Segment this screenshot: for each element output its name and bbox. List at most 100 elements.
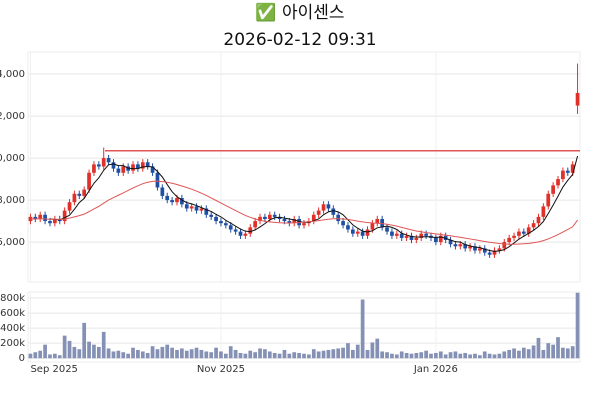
volume-panel — [27, 291, 581, 363]
candle-body — [360, 231, 365, 236]
volume-bar — [194, 347, 199, 359]
candle-body — [209, 214, 214, 217]
candle-body — [160, 187, 165, 196]
volume-bar — [507, 349, 512, 359]
volume-bar — [43, 344, 47, 359]
volume-bar — [253, 352, 258, 359]
volume-bar — [189, 349, 194, 359]
volume-bar — [419, 352, 424, 359]
volume-bar — [561, 347, 565, 359]
volume-bar — [184, 350, 189, 359]
candle-body — [512, 235, 516, 238]
y-tick-label: 600k — [0, 308, 25, 319]
candle-body — [326, 204, 331, 209]
volume-bar — [287, 353, 292, 359]
candle-body — [311, 214, 316, 222]
candle-body — [414, 237, 419, 240]
candle-body — [253, 221, 258, 228]
candle-body — [350, 229, 355, 234]
candle-body — [385, 227, 389, 232]
candle-body — [43, 214, 47, 222]
candle-body — [272, 214, 277, 217]
volume-bar — [62, 335, 67, 359]
candle-body — [561, 170, 565, 180]
candle-body — [346, 225, 350, 230]
candle-body — [214, 216, 218, 222]
candle-body — [140, 162, 145, 169]
y-tick-label: 18,000 — [0, 195, 25, 206]
volume-bar — [57, 355, 62, 359]
candle-body — [526, 227, 531, 234]
candle-body — [478, 248, 482, 251]
volume-bar — [365, 349, 370, 359]
volume-bar — [87, 341, 91, 359]
x-tick-label: Jan 2026 — [413, 364, 458, 375]
candle-body — [53, 218, 57, 224]
y-tick-label: 800k — [0, 293, 25, 304]
candle-body — [199, 208, 204, 211]
volume-bar — [160, 346, 165, 359]
y-tick-label: 16,000 — [0, 237, 25, 248]
volume-bar — [204, 351, 209, 359]
volume-bar — [219, 351, 223, 359]
volume-bar — [497, 353, 502, 359]
volume-bar — [272, 352, 277, 359]
volume-bar — [517, 350, 521, 359]
volume-bar — [385, 352, 389, 359]
candle-body — [150, 166, 155, 173]
candle-body — [72, 193, 77, 203]
volume-bar — [331, 349, 336, 359]
volume-bar — [111, 351, 116, 359]
volume-bar — [214, 347, 218, 359]
volume-bar — [565, 348, 570, 359]
volume-bar — [238, 352, 243, 359]
candle-body — [375, 218, 380, 224]
volume-bar — [546, 343, 551, 359]
candle-body — [292, 218, 297, 224]
volume-bar — [551, 344, 555, 359]
volume-bar — [468, 354, 472, 359]
volume-bar — [292, 352, 297, 359]
candle-body — [155, 172, 160, 188]
candle-body — [87, 172, 91, 190]
candle-body — [287, 221, 292, 224]
volume-bar — [409, 353, 414, 359]
candle-body — [473, 246, 477, 251]
volume-bar — [48, 354, 52, 359]
candle-body — [355, 231, 360, 234]
candle-body — [258, 216, 262, 222]
candle-body — [67, 202, 72, 211]
y-tick-label: 24,000 — [0, 69, 25, 80]
volume-bar — [116, 350, 121, 359]
candle-body — [536, 216, 541, 224]
volume-bar — [512, 348, 516, 359]
candle-body — [238, 231, 243, 236]
volume-bar — [180, 348, 184, 359]
candle-body — [321, 204, 326, 211]
volume-bar — [463, 352, 468, 359]
candle-body — [96, 164, 101, 167]
candle-body — [331, 208, 336, 215]
candle-body — [434, 237, 438, 243]
candle-body — [48, 221, 52, 224]
candle-body — [458, 244, 463, 247]
candle-body — [111, 162, 116, 169]
candle-body — [243, 233, 248, 236]
volume-bar — [121, 352, 126, 359]
candle-body — [570, 164, 575, 173]
volume-bar — [126, 353, 130, 359]
volume-bar — [28, 353, 33, 359]
volume-bar — [355, 344, 360, 359]
candle-body — [223, 223, 228, 226]
candle-body — [365, 229, 370, 236]
volume-bar — [438, 351, 443, 359]
candle-body — [194, 206, 199, 211]
candle-body — [165, 195, 170, 201]
candle-body — [62, 210, 67, 222]
volume-bar — [92, 344, 96, 359]
volume-bar — [434, 352, 438, 359]
volume-bar — [233, 349, 238, 359]
volume-bar — [131, 347, 135, 359]
